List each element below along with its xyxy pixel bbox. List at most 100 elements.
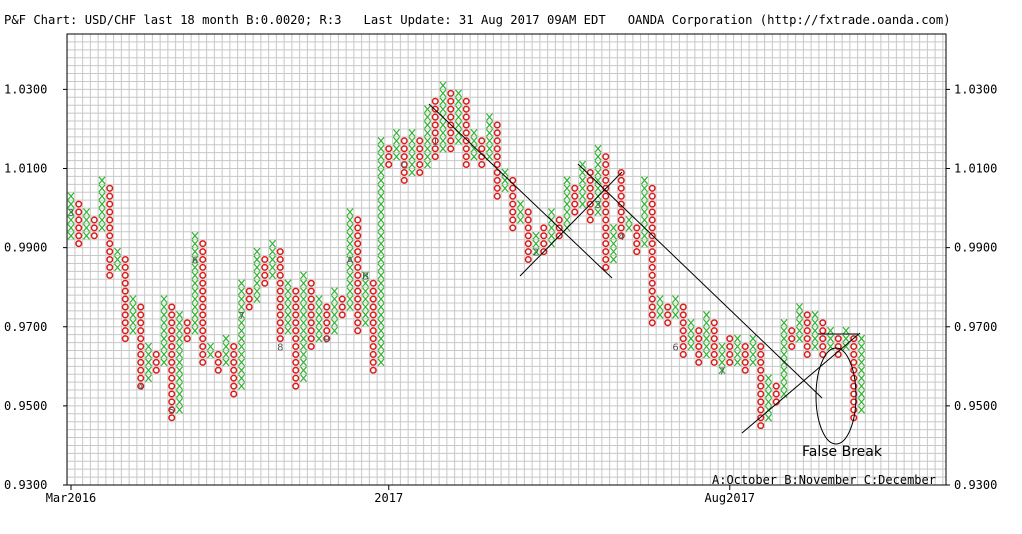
- x-stroke: [578, 192, 587, 201]
- x-mark: [780, 342, 788, 351]
- o-mark: [803, 343, 811, 351]
- x-mark: [191, 287, 199, 296]
- x-stroke: [609, 223, 618, 232]
- x-stroke: [671, 295, 680, 304]
- x-mark: [594, 200, 602, 209]
- x-stroke: [237, 358, 246, 367]
- o-mark: [121, 255, 129, 264]
- o-mark: [199, 343, 207, 351]
- x-stroke: [594, 208, 602, 216]
- x-mark: [563, 200, 571, 209]
- o-mark: [292, 350, 300, 358]
- x-mark: [268, 271, 277, 280]
- x-mark: [377, 342, 385, 351]
- x-stroke: [594, 160, 602, 169]
- x-mark: [175, 358, 184, 367]
- x-stroke: [578, 184, 587, 193]
- o-mark: [803, 335, 811, 343]
- o-mark: [75, 240, 83, 248]
- o-mark: [648, 192, 656, 200]
- o-mark: [602, 232, 610, 240]
- o-mark: [369, 358, 377, 366]
- x-mark: [222, 334, 230, 343]
- x-stroke: [454, 89, 463, 98]
- o-mark: [617, 192, 625, 200]
- x-mark: [160, 350, 168, 359]
- x-mark: [795, 303, 804, 311]
- x-stroke: [392, 152, 401, 161]
- o-mark: [199, 335, 207, 343]
- x-stroke: [377, 255, 385, 264]
- x-mark: [191, 326, 199, 335]
- x-stroke: [160, 310, 168, 319]
- x-mark: [160, 318, 168, 327]
- o-mark: [633, 240, 641, 248]
- o-mark: [602, 224, 610, 232]
- o-mark: [524, 208, 532, 216]
- x-mark: [857, 366, 866, 375]
- x-mark: [640, 176, 649, 185]
- o-mark: [819, 335, 827, 343]
- x-mark: [423, 136, 432, 145]
- x-mark: [749, 342, 757, 351]
- x-stroke: [268, 271, 277, 280]
- x-stroke: [82, 208, 91, 216]
- x-mark: [237, 358, 246, 367]
- x-mark: [144, 358, 153, 367]
- x-stroke: [98, 223, 106, 232]
- x-mark: [702, 326, 711, 335]
- o-mark: [710, 343, 718, 351]
- x-stroke: [485, 136, 494, 145]
- o-mark: [617, 176, 625, 184]
- x-mark: [454, 89, 463, 98]
- x-stroke: [857, 382, 866, 391]
- x-mark: [439, 105, 447, 114]
- x-mark: [377, 279, 385, 288]
- x-mark: [578, 200, 587, 209]
- x-mark: [578, 160, 587, 169]
- x-stroke: [284, 318, 292, 327]
- x-stroke: [299, 303, 308, 311]
- o-mark: [137, 358, 145, 366]
- x-stroke: [346, 271, 354, 280]
- o-mark: [493, 176, 501, 184]
- o-mark: [431, 129, 439, 137]
- o-mark: [571, 200, 579, 208]
- o-mark: [323, 335, 331, 343]
- x-stroke: [361, 303, 370, 311]
- x-stroke: [82, 223, 91, 232]
- o-mark: [121, 287, 129, 295]
- o-mark: [307, 335, 315, 343]
- x-mark: [594, 168, 602, 177]
- x-stroke: [315, 318, 323, 327]
- x-stroke: [501, 184, 509, 193]
- o-mark: [803, 327, 811, 335]
- x-mark: [594, 144, 602, 153]
- o-mark: [757, 358, 765, 366]
- x-mark: [377, 144, 385, 153]
- x-stroke: [299, 287, 308, 296]
- x-stroke: [687, 342, 695, 351]
- x-stroke: [857, 334, 866, 343]
- x-stroke: [702, 334, 711, 343]
- o-mark: [245, 303, 253, 311]
- o-mark: [385, 153, 393, 161]
- o-mark: [338, 303, 346, 311]
- x-mark: [253, 271, 261, 280]
- month-markers: 3 4 5 6 7 8 9 AB C 1 2 3 4 6 7: [68, 137, 725, 417]
- o-mark: [152, 350, 160, 358]
- x-mark: [702, 342, 711, 351]
- x-mark: [423, 160, 432, 169]
- x-mark: [718, 350, 726, 359]
- o-mark: [540, 248, 548, 256]
- x-stroke: [640, 239, 649, 248]
- x-mark: [501, 168, 509, 177]
- x-stroke: [253, 271, 261, 280]
- o-mark: [493, 184, 501, 192]
- x-stroke: [733, 358, 742, 367]
- x-stroke: [377, 136, 385, 145]
- o-mark: [462, 105, 470, 113]
- x-stroke: [67, 231, 75, 240]
- x-mark: [144, 342, 153, 351]
- x-mark: [423, 144, 432, 153]
